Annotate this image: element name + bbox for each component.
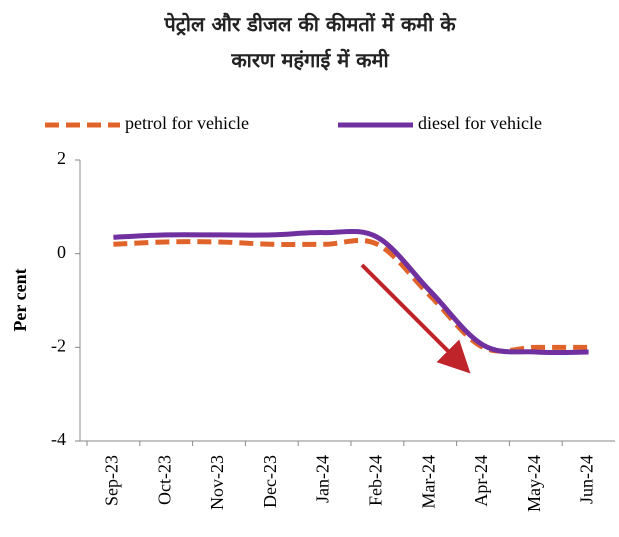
x-tick-label: Mar-24 <box>418 455 438 509</box>
y-tick-label: -4 <box>51 429 66 449</box>
chart-title: पेट्रोल और डीजल की कीमतों में कमी के कार… <box>164 12 456 72</box>
x-tick-label: Jun-24 <box>577 455 597 504</box>
legend-label: petrol for vehicle <box>125 113 249 133</box>
x-tick-label: Sep-23 <box>102 455 122 506</box>
x-tick-label: May-24 <box>524 455 544 512</box>
x-tick-label: Apr-24 <box>471 455 491 507</box>
x-tick-label: Jan-24 <box>313 455 333 503</box>
x-tick-label: Nov-23 <box>207 455 227 510</box>
x-tick-label: Dec-23 <box>260 455 280 508</box>
y-tick-label: 2 <box>57 148 66 168</box>
x-tick-label: Oct-23 <box>154 455 174 505</box>
series-line <box>113 238 589 354</box>
trend-arrow <box>360 263 471 374</box>
y-axis-label: Per cent <box>10 268 30 331</box>
y-tick-label: -2 <box>51 335 66 355</box>
legend-label: diesel for vehicle <box>418 113 542 133</box>
y-tick-label: 0 <box>57 242 66 262</box>
x-tick-label: Feb-24 <box>366 455 386 506</box>
series-line <box>113 228 589 356</box>
